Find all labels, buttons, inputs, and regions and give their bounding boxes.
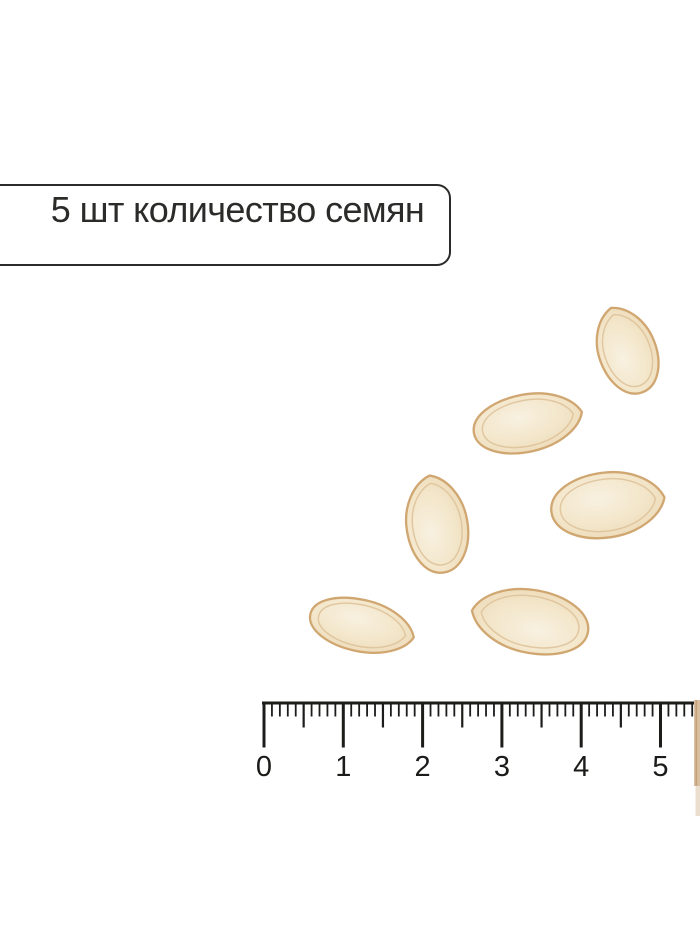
ruler-number: 2 [415,751,431,783]
seed-inner-rim [314,596,410,656]
ruler-tick-mm [469,701,472,717]
ruler-tick-mm [437,701,440,717]
ruler-edge-strip-fade [695,786,700,816]
ruler-tick-mm [635,701,638,717]
ruler-tick-mm [286,701,289,717]
ruler-tick-cm [262,701,266,748]
ruler-number: 0 [256,751,272,783]
ruler-tick-mm [604,701,606,717]
pumpkin-seed [547,466,668,544]
ruler-tick-mm [643,701,646,717]
ruler-tick-mm [564,701,567,717]
ruler-tick-mm [294,701,297,717]
ruler-tick-cm [500,701,504,748]
ruler-tick-halfcm [381,701,385,728]
ruler-tick-mm [683,701,686,717]
pumpkin-seed [469,384,588,461]
ruler-line [262,701,700,705]
ruler-tick-mm [588,701,591,717]
ruler-tick-mm [508,701,511,717]
ruler-edge-strip-shadow [695,700,698,786]
ruler-tick-mm [627,701,630,717]
ruler-tick-halfcm [461,701,464,728]
ruler-tick-mm [310,701,313,717]
pumpkin-seed [305,589,420,663]
ruler-tick-mm [691,701,694,717]
seed-outline [400,471,474,577]
ruler-tick-mm [516,701,519,717]
ruler-tick-mm [397,701,400,717]
ruler: 0 1 2 3 4 5 [256,700,700,816]
ruler-tick-mm [612,701,614,717]
seed-inner-rim [592,307,661,394]
ruler-tick-mm [675,701,678,717]
ruler-tick-mm [334,701,337,717]
ruler-tick-mm [485,701,487,717]
ruler-number: 5 [652,751,668,783]
ruler-tick-halfcm [540,701,543,728]
ruler-tick-mm [493,701,495,717]
ruler-tick-mm [453,701,456,717]
ruler-tick-mm [358,701,361,717]
ruler-tick-mm [405,701,408,717]
ruler-tick-mm [326,701,329,717]
ruler-tick-halfcm [619,701,622,728]
ruler-number: 1 [335,751,351,783]
ruler-number: 4 [573,751,589,783]
seed-inner-rim [477,587,584,655]
pumpkin-seed [466,579,594,663]
seed-inner-rim [478,392,577,455]
seeds-group [305,298,670,663]
ruler-tick-mm [278,701,281,717]
seed-count-text: 5 шт количество семян [50,189,425,230]
ruler-tick-mm [271,701,273,717]
pumpkin-seed [585,298,670,402]
seed-outline [585,298,670,402]
ruler-tick-mm [374,701,376,717]
seed-inner-rim [557,473,658,536]
ruler-tick-mm [318,701,321,717]
ruler-tick-mm [366,701,368,717]
ruler-number: 3 [494,751,510,783]
seed-outline [547,466,668,544]
seed-outline [466,579,594,663]
ruler-tick-mm [556,701,559,717]
ruler-tick-cm [659,701,662,748]
ruler-tick-mm [548,701,551,717]
ruler-tick-mm [651,701,654,717]
ruler-tick-mm [572,701,575,717]
ruler-tick-mm [350,701,353,717]
ruler-tick-mm [413,701,416,717]
ruler-tick-mm [477,701,480,717]
ruler-tick-cm [579,701,583,748]
ruler-tick-mm [389,701,392,717]
ruler-tick-mm [596,701,598,717]
ruler-tick-cm [341,701,345,748]
pumpkin-seed [400,471,474,577]
ruler-tick-cm [421,701,425,748]
ruler-tick-halfcm [302,701,305,728]
ruler-tick-mm [667,701,670,717]
ruler-tick-mm [429,701,432,717]
seed-inner-rim [407,480,467,568]
ruler-tick-mm [445,701,448,717]
seed-count-label: 5 шт количество семян [0,184,451,266]
seed-outline [305,589,420,663]
ruler-tick-mm [524,701,527,717]
ruler-tick-mm [532,701,535,717]
